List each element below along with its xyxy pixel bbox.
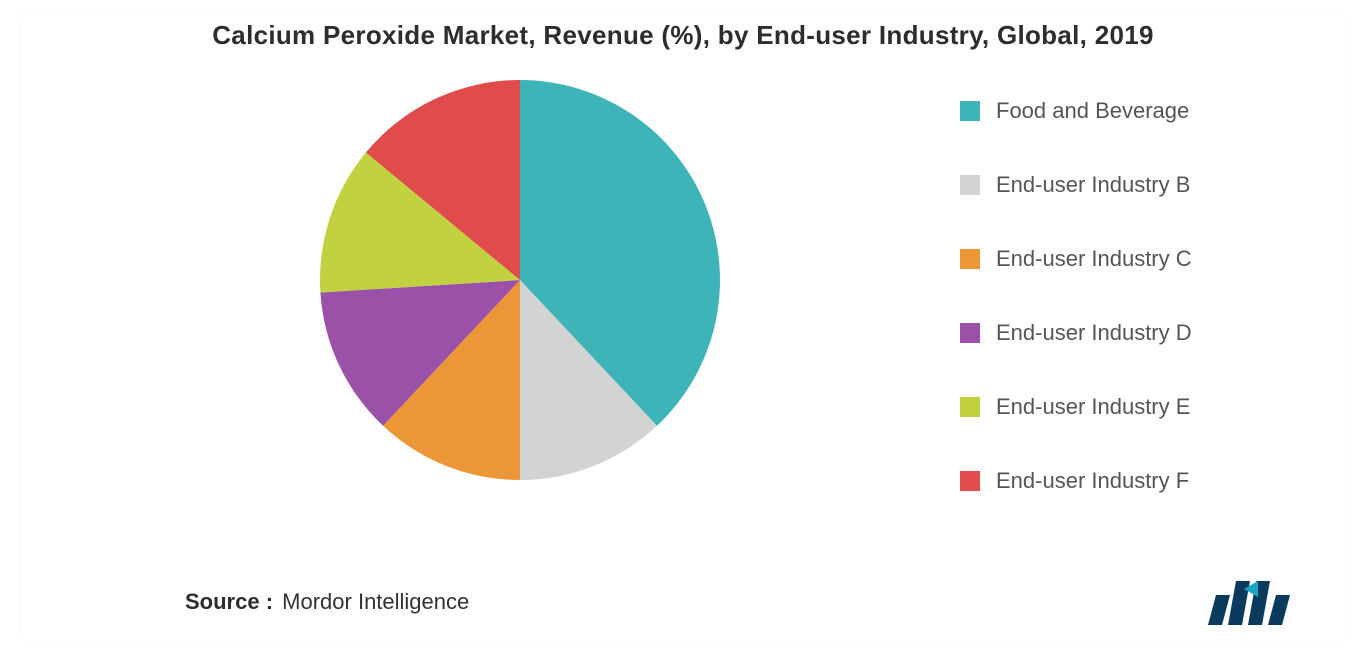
legend-item: End-user Industry E [960, 394, 1192, 420]
legend-item: Food and Beverage [960, 98, 1192, 124]
legend-swatch [960, 101, 980, 121]
legend: Food and Beverage End-user Industry B End-… [960, 98, 1192, 542]
legend-swatch [960, 249, 980, 269]
legend-label: End-user Industry B [996, 172, 1190, 198]
legend-swatch [960, 471, 980, 491]
pie-svg [320, 80, 720, 480]
brand-logo [1208, 575, 1296, 625]
legend-item: End-user Industry D [960, 320, 1192, 346]
legend-item: End-user Industry C [960, 246, 1192, 272]
legend-label: End-user Industry F [996, 468, 1189, 494]
legend-label: End-user Industry D [996, 320, 1192, 346]
source-prefix: Source : [185, 589, 273, 614]
source-line: Source : Mordor Intelligence [185, 589, 469, 615]
chart-frame: Calcium Peroxide Market, Revenue (%), by… [20, 10, 1346, 645]
legend-label: End-user Industry C [996, 246, 1192, 272]
legend-swatch [960, 175, 980, 195]
pie-chart [320, 80, 720, 480]
legend-label: End-user Industry E [996, 394, 1190, 420]
legend-swatch [960, 323, 980, 343]
legend-item: End-user Industry F [960, 468, 1192, 494]
legend-label: Food and Beverage [996, 98, 1189, 124]
source-name: Mordor Intelligence [282, 589, 469, 614]
legend-swatch [960, 397, 980, 417]
chart-title: Calcium Peroxide Market, Revenue (%), by… [20, 20, 1346, 51]
legend-item: End-user Industry B [960, 172, 1192, 198]
